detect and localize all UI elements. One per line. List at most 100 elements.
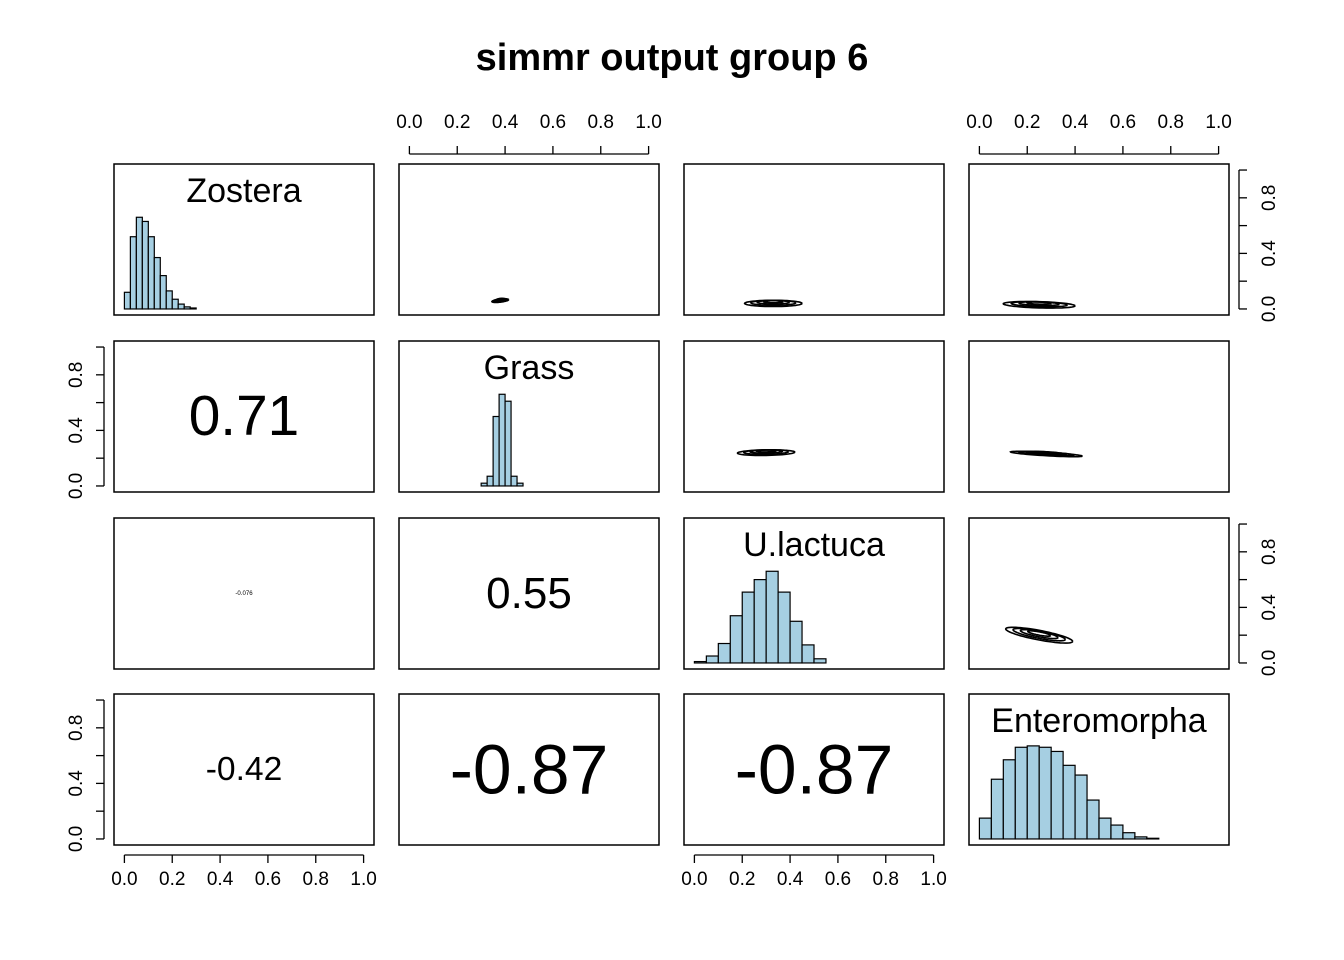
histogram-bar [504,400,512,487]
correlation-label: -0.87 [450,731,609,809]
x-tick-label: 0.4 [1062,112,1089,133]
x-tick-label: 0.8 [303,869,329,890]
contour-line [1033,450,1060,455]
histogram-bar [498,393,506,487]
x-tick-label: 0.8 [588,112,614,133]
histogram-bar [990,778,1004,840]
y-tick-label: 0.0 [66,826,87,852]
histogram-bar [129,236,137,310]
panel-frame [113,340,375,493]
histogram-bar [1134,836,1148,840]
panel-frame [398,517,660,670]
x-tick-label: 0.6 [825,869,851,890]
histogram-bar [1074,774,1088,840]
histogram-bar [813,658,827,664]
panel-frame [683,340,945,493]
panel-grid: Zostera Grass U.lactuca Enteromorpha 0.71 -0.… [113,163,1230,846]
chart-title: simmr output group 6 [476,37,869,79]
x-tick-label: 0.2 [159,869,185,890]
histogram-grass: Grass [480,349,575,487]
x-tick-label: 0.0 [966,112,992,133]
correlation-label: 0.71 [189,385,300,448]
contour-line [762,299,784,304]
histogram-bar [741,591,755,664]
panel-frame [398,340,660,493]
y-tick-label: 0.8 [66,715,87,741]
x-tick-label: 0.2 [729,869,755,890]
panel-frame [968,517,1230,670]
histogram-bar [492,415,500,487]
histogram-bar [729,615,743,664]
variable-label: Zostera [186,172,301,210]
axes-layer: 0.0 0.2 0.4 0.6 0.8 1.0 0.0 0.2 0.4 0.6 0.8 1.0 0.0 0… [66,112,1280,890]
contour-line [755,449,777,453]
panel-frame [683,163,945,316]
histogram-bar [123,291,131,310]
histogram-bar [1086,799,1100,840]
contour-u-lactuca-enteromorpha [1004,626,1074,644]
contour-grass-u-lactuca [736,448,796,457]
x-tick-label: 0.4 [207,869,234,890]
histogram-bar [510,475,518,487]
histogram-bar [753,579,767,664]
panel-frame [968,163,1230,316]
x-tick-label: 0.4 [492,112,519,133]
panel-frame [398,163,660,316]
panel-frame [968,693,1230,846]
contour-zostera-enteromorpha [1002,300,1076,309]
y-tick-label: 0.4 [1259,594,1280,621]
histogram-bar [1062,764,1076,840]
y-tick-label: 0.8 [66,362,87,388]
x-tick-label: 0.8 [1158,112,1184,133]
histogram-bar [705,655,719,664]
contour-zostera-grass [490,297,510,304]
histogram-bar [1038,746,1052,840]
histogram-bar [777,591,791,664]
x-tick-label: 0.6 [1110,112,1136,133]
contour-grass-enteromorpha [1009,450,1083,458]
histogram-bar [486,475,494,487]
histogram-bar [189,307,197,310]
histogram-bar [1122,832,1136,840]
histogram-zostera: Zostera [123,172,302,310]
histogram-bar [159,275,167,310]
histogram-bar [1002,759,1016,840]
correlation-label: -0.42 [206,751,283,788]
x-tick-label: 0.0 [396,112,422,133]
histogram-bar [1146,837,1160,840]
histogram-bar [135,216,143,310]
histogram-bar [516,482,524,487]
histogram-bar [183,306,191,310]
histogram-bar [171,298,179,310]
x-tick-label: 1.0 [920,869,946,890]
histogram-bar [177,303,185,310]
panel-frame [113,693,375,846]
variable-label: Enteromorpha [991,702,1207,740]
histogram-bar [1110,824,1124,840]
variable-label: Grass [484,349,575,387]
y-tick-label: 0.4 [66,417,87,444]
x-tick-label: 0.4 [777,869,804,890]
histogram-bar [141,220,149,310]
y-tick-label: 0.8 [1259,539,1280,565]
y-tick-label: 0.8 [1259,185,1280,211]
correlation-label: 0.55 [486,569,572,618]
histogram-bar [153,256,161,310]
histogram-bar [717,642,731,664]
histogram-bar [765,570,779,664]
panel-frame [113,517,375,670]
y-tick-label: 0.0 [1259,296,1280,322]
x-tick-label: 0.2 [1014,112,1040,133]
x-tick-label: 0.0 [681,869,707,890]
histogram-u-lactuca: U.lactuca [693,526,885,664]
x-tick-label: 0.6 [255,869,281,890]
histogram-bar [801,644,815,664]
panel-frame [113,163,375,316]
histogram-bar [978,817,992,840]
histogram-bar [1014,746,1028,840]
histogram-enteromorpha: Enteromorpha [978,702,1207,840]
contour-line [1026,629,1052,638]
variable-label: U.lactuca [743,526,885,564]
contour-line [1025,301,1052,306]
x-tick-label: 1.0 [1205,112,1231,133]
